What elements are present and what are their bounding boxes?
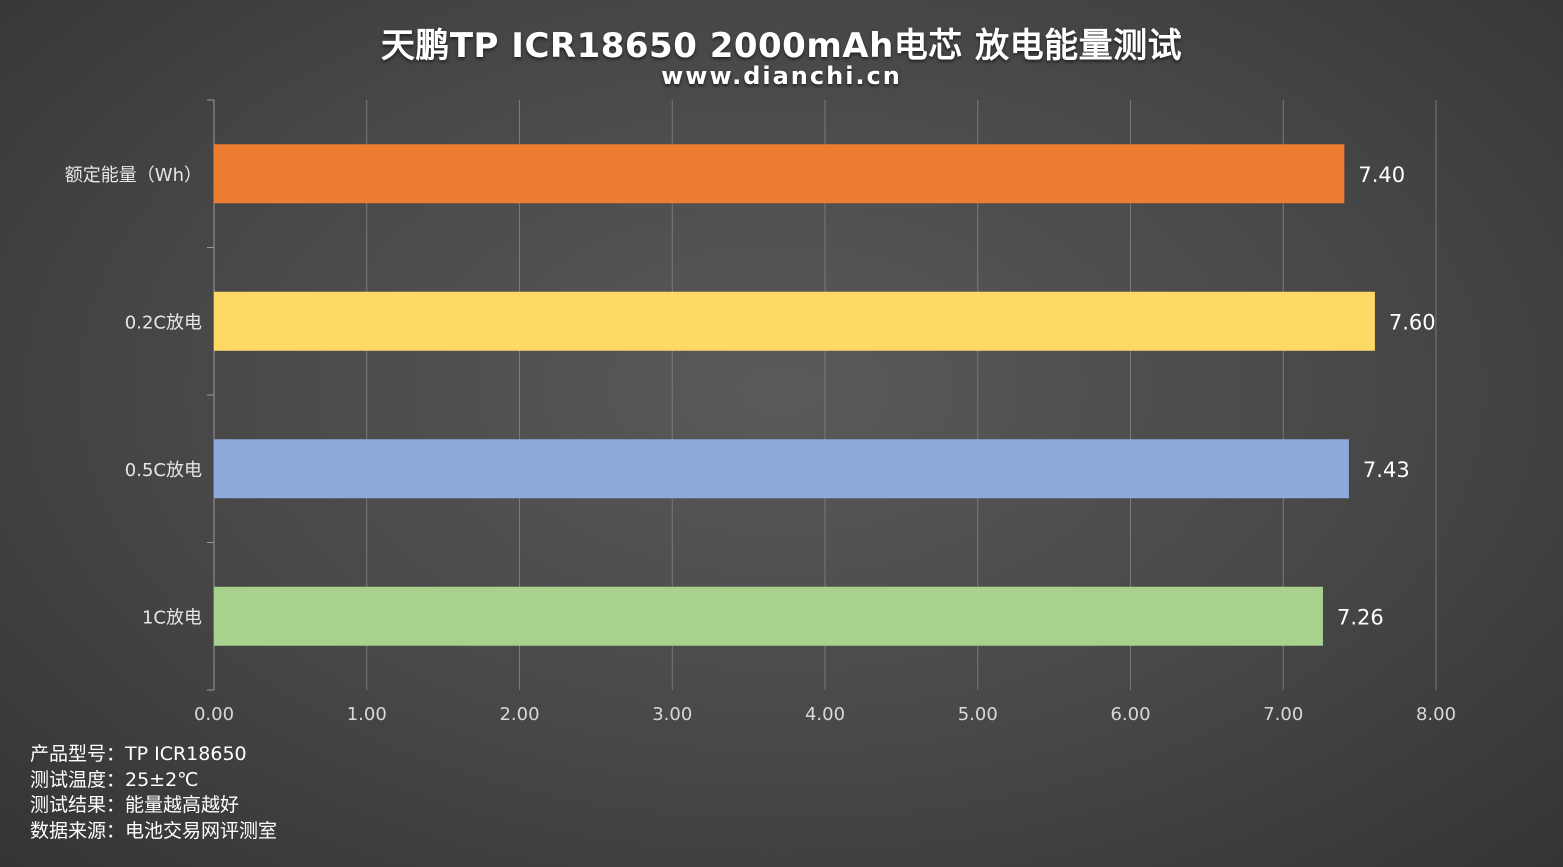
bar-value-label: 7.26 xyxy=(1337,605,1384,629)
x-tick-label: 3.00 xyxy=(652,704,692,725)
y-category-label: 0.5C放电 xyxy=(125,460,202,481)
x-tick-label: 5.00 xyxy=(958,704,998,725)
bar-value-label: 7.60 xyxy=(1389,310,1436,334)
note-temperature: 测试温度：25±2℃ xyxy=(30,768,199,791)
x-tick-label: 1.00 xyxy=(347,704,387,725)
x-tick-label: 8.00 xyxy=(1416,704,1456,725)
bar xyxy=(214,291,1375,351)
bar xyxy=(214,439,1349,499)
x-tick-label: 4.00 xyxy=(805,704,845,725)
bar xyxy=(214,586,1323,646)
note-result: 测试结果：能量越高越好 xyxy=(30,794,240,816)
note-source: 数据来源：电池交易网评测室 xyxy=(30,819,278,842)
y-category-label: 0.2C放电 xyxy=(125,312,202,333)
notes-block: 产品型号：TP ICR18650 测试温度：25±2℃ 测试结果：能量越高越好 … xyxy=(30,742,277,844)
x-tick-label: 7.00 xyxy=(1263,704,1303,725)
bar-value-label: 7.43 xyxy=(1363,458,1410,482)
bar-value-label: 7.40 xyxy=(1358,163,1405,187)
chart-subtitle: www.dianchi.cn xyxy=(661,62,902,90)
y-category-label: 1C放电 xyxy=(142,607,202,628)
x-tick-label: 6.00 xyxy=(1110,704,1150,725)
x-tick-label: 0.00 xyxy=(194,704,234,725)
x-tick-label: 2.00 xyxy=(499,704,539,725)
note-model: 产品型号：TP ICR18650 xyxy=(30,743,247,765)
y-category-label: 额定能量（Wh） xyxy=(65,165,202,186)
chart-title: 天鹏TP ICR18650 2000mAh电芯 放电能量测试 xyxy=(380,26,1183,66)
bar xyxy=(214,144,1345,204)
